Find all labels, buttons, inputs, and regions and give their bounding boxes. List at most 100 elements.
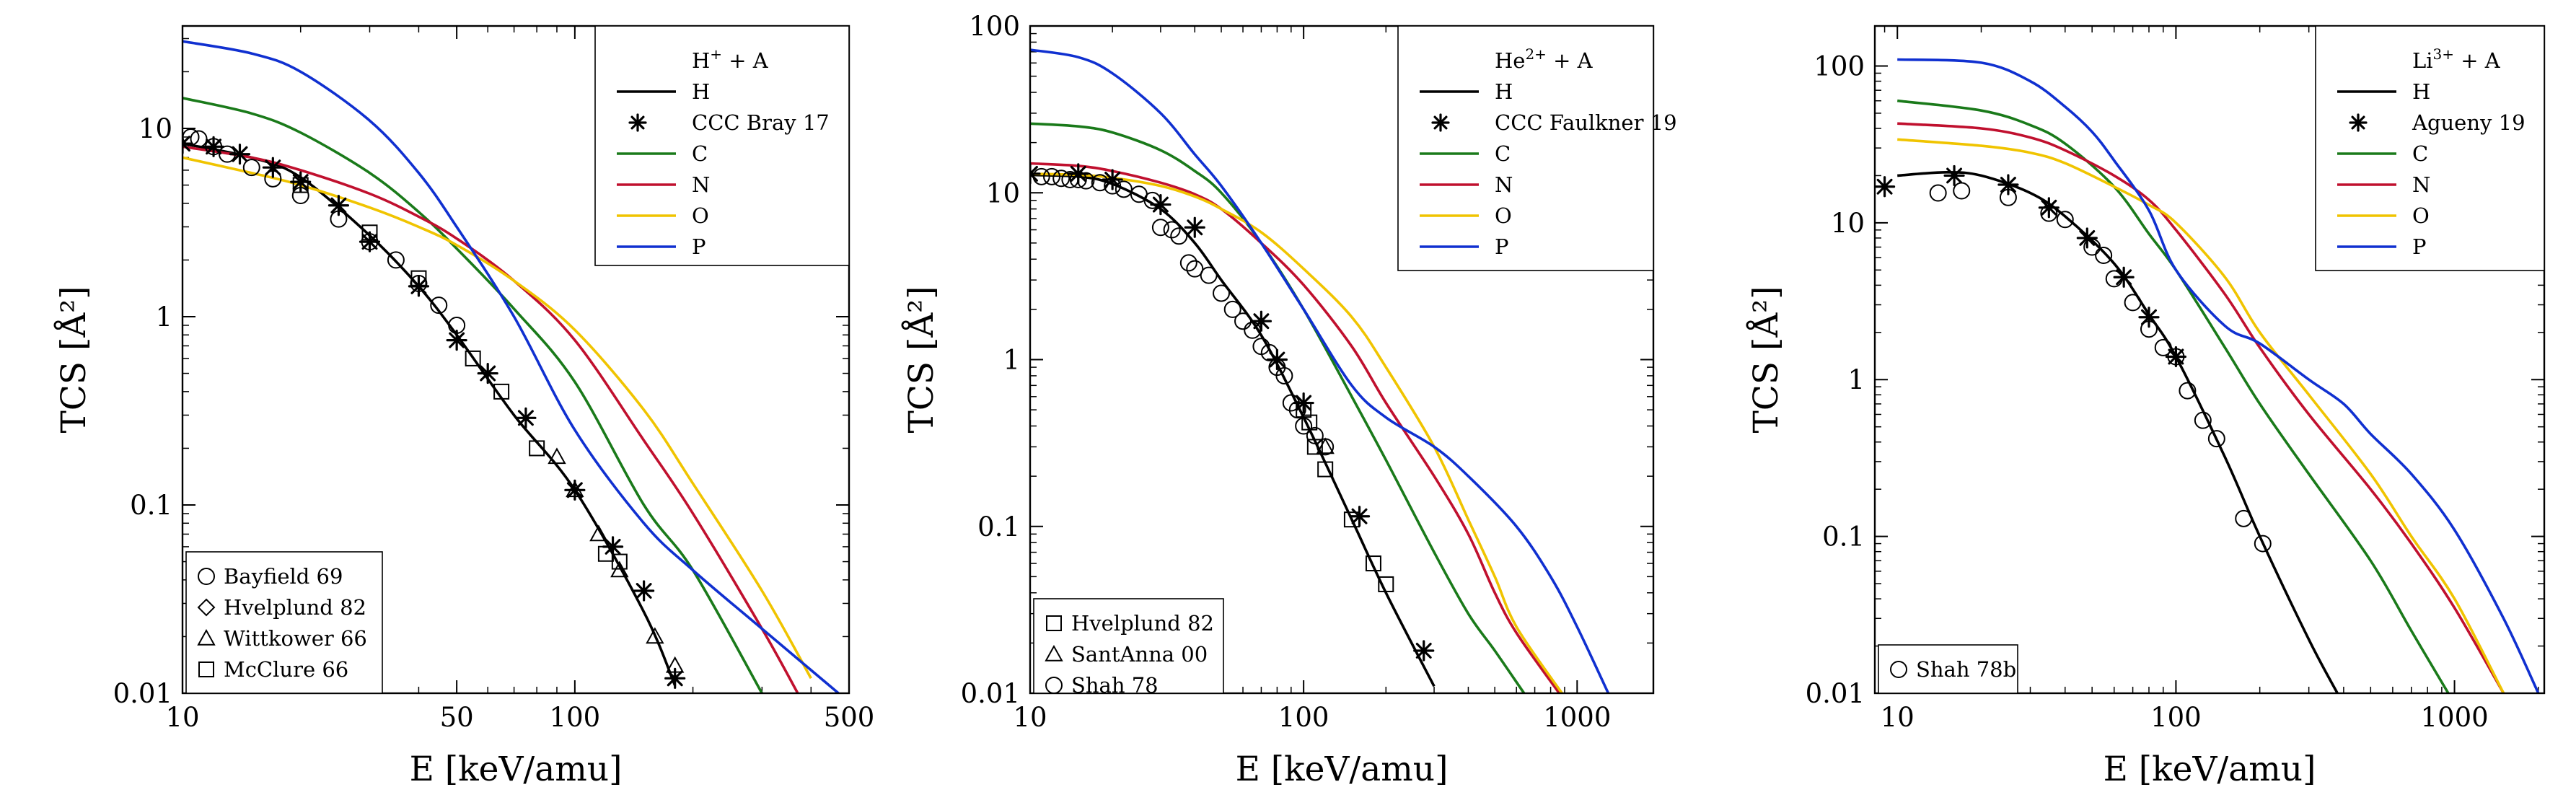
legend-label-o: O <box>692 203 709 228</box>
point-shah-78 <box>1052 170 1071 188</box>
x-axis-label: E [keV/amu] <box>1236 750 1449 789</box>
point-shah-78 <box>1043 167 1061 185</box>
legend-label-hvelplund-82: Hvelplund 82 <box>224 595 366 620</box>
y-tick-label: 100 <box>969 11 1020 42</box>
y-tick-label: 0.01 <box>961 678 1020 709</box>
point-hvelplund-82 <box>1317 461 1334 478</box>
point-shah-78 <box>1295 417 1313 435</box>
experimental-points <box>1929 182 2272 553</box>
point-shah-78 <box>1316 438 1335 456</box>
point-ccc-bray-17 <box>408 276 430 297</box>
point-agueny-19 <box>2113 266 2135 288</box>
legend-label-c: C <box>1495 141 1511 166</box>
experiment-legend: Shah 78b <box>1878 644 2018 694</box>
series-line-h <box>1897 170 2339 693</box>
point-ccc-faulkner-19 <box>1102 169 1123 190</box>
x-tick-label: 1000 <box>1543 702 1611 733</box>
legend-label-santanna-00: SantAnna 00 <box>1071 642 1208 667</box>
legend-label-shah-78: Shah 78 <box>1071 673 1159 698</box>
legend-label-ccc-faulkner-19: CCC Faulkner 19 <box>1495 110 1677 135</box>
legend-label-ccc-bray-17: CCC Bray 17 <box>692 110 830 135</box>
y-tick-label: 1 <box>1847 364 1865 395</box>
tick-labels: 10 100 1000 0.01 0.1 1 10 100 <box>961 11 1653 733</box>
point-shah-78b <box>1953 182 1971 200</box>
x-axis-label: E [keV/amu] <box>2104 750 2316 789</box>
legend-label-wittkower-66: Wittkower 66 <box>224 626 367 651</box>
minor-ticks <box>1875 26 2544 694</box>
point-shah-78 <box>1179 254 1197 272</box>
point-ccc-faulkner-19 <box>1348 506 1371 527</box>
point-shah-78 <box>1151 219 1169 237</box>
point-shah-78b <box>2095 246 2113 264</box>
legend-label-o: O <box>2412 203 2430 228</box>
point-hvelplund-82 <box>1306 439 1323 455</box>
point-shah-78b <box>2056 211 2074 229</box>
point-shah-78 <box>1306 426 1324 444</box>
point-ccc-bray-17 <box>328 195 350 216</box>
legend-label-mcclure-66: McClure 66 <box>224 657 348 682</box>
legend-label-bayfield-69: Bayfield 69 <box>224 564 343 589</box>
point-ccc-faulkner-19 <box>1293 392 1314 414</box>
legend-title: H+ + A <box>692 45 769 73</box>
legend-title: He2+ + A <box>1495 45 1593 73</box>
legend-marker-mcclure-66 <box>198 661 214 677</box>
legend-label-h: H <box>1495 79 1513 104</box>
series-line-p <box>1897 58 2540 693</box>
point-agueny-19 <box>1875 176 1896 198</box>
reference-points <box>1875 164 2187 368</box>
y-tick-label: 100 <box>1814 50 1865 82</box>
legend-label-o: O <box>1495 203 1512 228</box>
chart-panel-1: 10 50 100 500 0.01 0.1 1 10 E [keV/amu] TCS [Å²] H… <box>53 25 874 789</box>
point-mcclure-66 <box>493 383 510 400</box>
point-shah-78 <box>1275 366 1293 384</box>
point-shah-78b <box>2207 430 2225 448</box>
point-hvelplund-82 <box>1365 555 1381 572</box>
point-shah-78b <box>2194 411 2212 429</box>
y-axis-label: TCS [Å²] <box>53 286 94 434</box>
point-ccc-bray-17 <box>564 479 586 501</box>
point-shah-78b <box>2254 535 2272 553</box>
x-tick-label: 10 <box>1013 702 1047 733</box>
x-tick-label: 100 <box>550 702 601 733</box>
series-line-c <box>1896 99 2450 693</box>
legend-swatch-ccc-faulkner-19 <box>1431 113 1450 132</box>
legend-label-c: C <box>2412 141 2428 166</box>
reference-points <box>183 133 686 689</box>
legend-marker-bayfield-69 <box>198 568 215 585</box>
point-ccc-bray-17 <box>602 536 624 558</box>
point-ccc-bray-17 <box>229 144 251 165</box>
y-tick-label: 0.1 <box>977 511 1020 542</box>
series-line-p <box>183 40 840 693</box>
point-santanna-00 <box>1316 437 1335 454</box>
experiment-legend: Bayfield 69 Hvelplund 82 Wittkower 66 McClu… <box>185 551 383 694</box>
point-ccc-bray-17 <box>359 231 381 252</box>
x-tick-label: 50 <box>440 702 474 733</box>
point-santanna-00 <box>1433 691 1436 693</box>
point-ccc-bray-17 <box>664 667 686 689</box>
y-tick-label: 10 <box>986 177 1020 208</box>
y-tick-label: 0.1 <box>1822 522 1865 553</box>
legend-label-n: N <box>692 172 710 197</box>
point-shah-78 <box>1200 266 1218 284</box>
point-bayfield-69 <box>387 251 405 269</box>
series-curves <box>1896 58 2540 693</box>
x-tick-label: 100 <box>2150 702 2202 733</box>
experiment-legend: Hvelplund 82 SantAnna 00 Shah 78 <box>1033 598 1224 698</box>
point-agueny-19 <box>2038 197 2060 219</box>
legend-label-n: N <box>2412 172 2430 197</box>
point-shah-78b <box>2083 238 2101 256</box>
y-axis-label: TCS [Å²] <box>901 286 941 434</box>
point-bayfield-69 <box>242 159 260 177</box>
legend-box <box>1397 25 1654 271</box>
x-axis-label: E [keV/amu] <box>410 750 623 789</box>
y-tick-label: 10 <box>139 113 172 144</box>
experiment-legend-box <box>185 551 383 694</box>
point-hvelplund-82 <box>1378 576 1394 592</box>
point-wittkower-66 <box>646 627 664 644</box>
legend-label-h: H <box>692 79 710 104</box>
y-tick-label: 0.01 <box>1806 678 1865 709</box>
x-tick-label: 10 <box>165 702 199 733</box>
